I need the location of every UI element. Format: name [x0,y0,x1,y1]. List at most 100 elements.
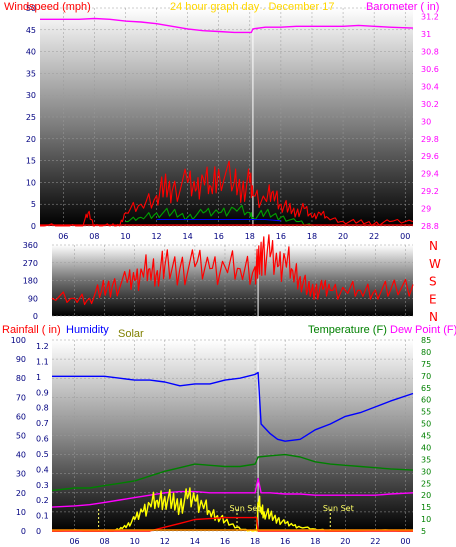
humidity-y-tick: 10 [16,508,26,517]
temperature-y-tick: 10 [421,515,431,524]
direction-y-tick: 270 [23,259,38,268]
temperature-y-tick: 60 [421,396,431,405]
wind-y-tick: 45 [26,26,36,35]
temperature-y-tick: 80 [421,348,431,357]
wind-x-tick: 16 [276,232,286,241]
barometer-line [40,17,414,34]
rainfall-y-tick: 1 [36,373,41,382]
rainfall-y-tick: 0 [36,527,41,536]
wind-x-tick: 12 [151,232,161,241]
humidity-y-tick: 90 [16,355,26,364]
temperature-y-tick: 20 [421,491,431,500]
humidity-y-tick: 20 [16,489,26,498]
rainfall-y-tick: 0.1 [36,512,49,521]
rainfall-y-tick: 0.7 [36,419,49,428]
climate-x-tick: 16 [280,537,290,546]
dew-point-axis-label: Dew Point (F) [390,324,456,336]
wind-y-tick: 35 [26,69,36,78]
barometer-y-tick: 30 [421,117,431,126]
chart-title: 24 hour graph day . December 17 [170,1,335,13]
barometer-y-tick: 30.8 [421,48,439,57]
wind-x-tick: 18 [307,232,317,241]
direction-compass-label: N [429,310,438,324]
barometer-y-tick: 31 [421,30,431,39]
humidity-axis-label: Humidity [66,324,109,336]
wind-x-tick: 10 [120,232,130,241]
rainfall-y-tick: 0.5 [36,450,49,459]
barometer-y-tick: 30.2 [421,100,439,109]
rainfall-y-tick: 0.6 [36,435,49,444]
temperature-y-tick: 25 [421,479,431,488]
rainfall-axis-label: Rainfall ( in) [2,324,61,336]
rainfall-y-tick: 0.4 [36,465,49,474]
solar-axis-label: Solar [118,328,144,340]
temperature-y-tick: 70 [421,372,431,381]
series-lines [40,17,414,532]
wind-x-tick: 00 [400,232,410,241]
humidity-y-tick: 80 [16,374,26,383]
wind-x-tick: 06 [58,232,68,241]
temperature-y-tick: 55 [421,408,431,417]
humidity-y-tick: 60 [16,412,26,421]
sun-set-annotation: Sun Set [230,504,261,513]
rainfall-y-tick: 1.1 [36,357,49,366]
barometer-y-tick: 30.4 [421,82,439,91]
wind-y-tick: 20 [26,135,36,144]
wind-x-tick: 20 [338,232,348,241]
wind-y-tick: 40 [26,48,36,57]
barometer-y-tick: 30.6 [421,65,439,74]
direction-compass-label: W [429,257,441,271]
wind-y-tick: 15 [26,157,36,166]
rainfall-y-tick: 0.9 [36,388,49,397]
wind-x-tick: 22 [369,232,379,241]
barometer-y-tick: 29.8 [421,135,439,144]
climate-x-tick: 18 [250,537,260,546]
direction-compass-label: N [429,239,438,253]
climate-x-tick: 22 [370,537,380,546]
humidity-y-tick: 50 [16,432,26,441]
wind-axis-label: Windspeed (mph) [4,1,91,13]
rainfall-y-tick: 0.3 [36,481,49,490]
temperature-y-tick: 65 [421,384,431,393]
climate-x-tick: 08 [100,537,110,546]
direction-y-tick: 0 [33,312,38,321]
temperature-y-tick: 75 [421,360,431,369]
temperature-y-tick: 45 [421,432,431,441]
wind-x-tick: 18 [245,232,255,241]
rainfall-y-tick: 0.2 [36,496,49,505]
wind-y-tick: 5 [31,200,36,209]
dew-point-line [51,477,414,508]
direction-compass-label: S [429,275,437,289]
direction-y-tick: 360 [23,241,38,250]
climate-x-tick: 10 [130,537,140,546]
direction-compass-label: E [429,292,437,306]
humidity-y-tick: 100 [11,336,26,345]
tick-labels: 5045403530252015105031.23130.830.630.430… [11,4,441,546]
temperature-line [51,453,414,492]
wind-x-tick: 16 [214,232,224,241]
humidity-line [52,371,414,442]
windspeed-line [40,160,414,227]
temperature-y-tick: 40 [421,443,431,452]
direction-y-tick: 180 [23,277,38,286]
wind-x-tick: 14 [183,232,193,241]
temperature-y-tick: 35 [421,455,431,464]
wind-y-tick: 50 [26,4,36,13]
temperature-axis-label: Temperature (F) [308,324,387,336]
wind-y-tick: 0 [31,222,36,231]
solar-line [52,487,413,532]
direction-y-tick: 90 [28,294,38,303]
wind-y-tick: 25 [26,113,36,122]
climate-x-tick: 18 [310,537,320,546]
wind-y-tick: 10 [26,178,36,187]
temperature-y-tick: 30 [421,467,431,476]
wind-x-tick: 08 [89,232,99,241]
wind-average-line [156,218,281,222]
climate-x-tick: 06 [69,537,79,546]
rainfall-line [52,516,413,532]
barometer-y-tick: 29 [421,205,431,214]
barometer-axis-label: Barometer ( in) [366,1,439,13]
wind-y-tick: 30 [26,91,36,100]
rainfall-y-tick: 0.8 [36,404,49,413]
